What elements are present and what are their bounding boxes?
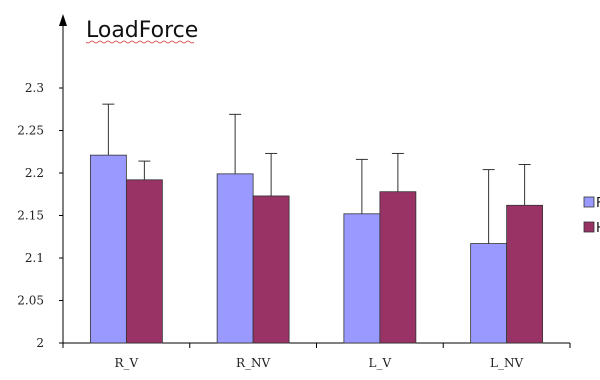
- y-tick-label: 2.25: [17, 124, 44, 138]
- bar-f-l-v: [343, 213, 381, 344]
- y-tick-label: 2.3: [25, 81, 44, 95]
- bar-h-l-nv: [506, 204, 544, 344]
- y-tick-label: 2: [36, 336, 44, 350]
- x-tick-label: R_V: [115, 356, 139, 370]
- x-tick-label: L_V: [369, 356, 392, 370]
- bar-f-r-nv: [216, 173, 254, 344]
- bar-h-l-v: [379, 191, 417, 344]
- y-axis-arrow: [59, 14, 67, 26]
- x-tick-label: R_NV: [236, 356, 271, 370]
- legend: F H: [583, 196, 600, 236]
- y-tick-label: 2.05: [17, 294, 44, 308]
- plot-area: 2 2.05 2.1 2.15 2.2 2.25 2.3 R_V R_NV L_V L_NV: [17, 14, 571, 370]
- legend-swatch-h: [583, 221, 595, 233]
- bar-f-r-v: [89, 154, 127, 344]
- y-tick-label: 2.2: [25, 166, 44, 180]
- bar-h-r-v: [125, 179, 163, 344]
- legend-label-f: F: [596, 196, 600, 211]
- title-spellcheck-underline: [85, 40, 195, 44]
- bar-h-r-nv: [252, 195, 290, 344]
- y-tick-label: 2.1: [25, 251, 44, 265]
- y-tick-label: 2.15: [17, 209, 44, 223]
- legend-swatch-f: [583, 196, 595, 208]
- legend-label-h: H: [596, 221, 600, 236]
- chart-title: LoadForce: [86, 18, 198, 43]
- bar-f-l-nv: [470, 243, 508, 344]
- x-tick-label: L_NV: [490, 356, 523, 370]
